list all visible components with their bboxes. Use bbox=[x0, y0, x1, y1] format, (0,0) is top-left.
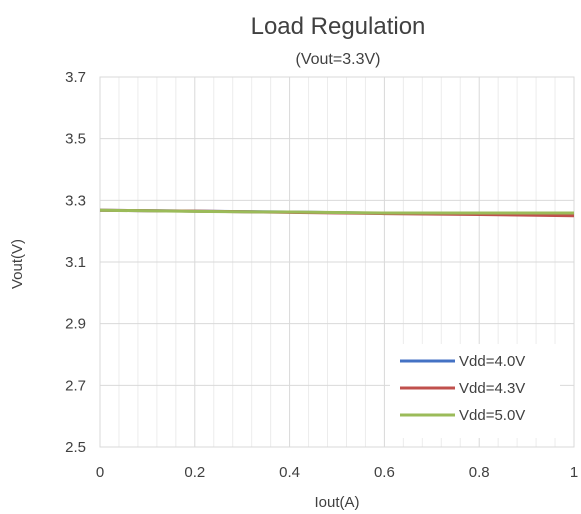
y-tick-label: 2.7 bbox=[65, 377, 86, 394]
x-tick-label: 0.8 bbox=[469, 464, 490, 481]
y-axis-ticks: 2.5 2.7 2.9 3.1 3.3 3.5 3.7 bbox=[65, 69, 86, 456]
y-tick-label: 3.7 bbox=[65, 69, 86, 86]
legend-entry-label: Vdd=4.0V bbox=[459, 353, 525, 370]
y-tick-label: 3.5 bbox=[65, 131, 86, 148]
x-tick-label: 0.2 bbox=[184, 464, 205, 481]
chart-subtitle: (Vout=3.3V) bbox=[296, 51, 381, 68]
y-tick-label: 3.1 bbox=[65, 254, 86, 271]
legend-entry-label: Vdd=4.3V bbox=[459, 380, 525, 397]
x-tick-label: 0 bbox=[96, 464, 104, 481]
x-axis-label: Iout(A) bbox=[314, 494, 359, 511]
y-tick-label: 3.3 bbox=[65, 192, 86, 209]
legend-entry-label: Vdd=5.0V bbox=[459, 407, 525, 424]
x-tick-label: 0.6 bbox=[374, 464, 395, 481]
plot-area bbox=[99, 76, 575, 448]
chart-title: Load Regulation bbox=[251, 13, 426, 40]
series-lines bbox=[99, 208, 575, 218]
x-axis-ticks: 0 0.2 0.4 0.6 0.8 1 bbox=[96, 464, 578, 481]
y-tick-label: 2.5 bbox=[65, 439, 86, 456]
y-axis-label: Vout(V) bbox=[9, 239, 26, 289]
series-line-vdd-5-0v bbox=[99, 208, 574, 215]
x-tick-label: 1 bbox=[570, 464, 578, 481]
x-tick-label: 0.4 bbox=[279, 464, 300, 481]
legend: Vdd=4.0V Vdd=4.3V Vdd=5.0V bbox=[390, 344, 560, 438]
y-tick-label: 2.9 bbox=[65, 316, 86, 333]
